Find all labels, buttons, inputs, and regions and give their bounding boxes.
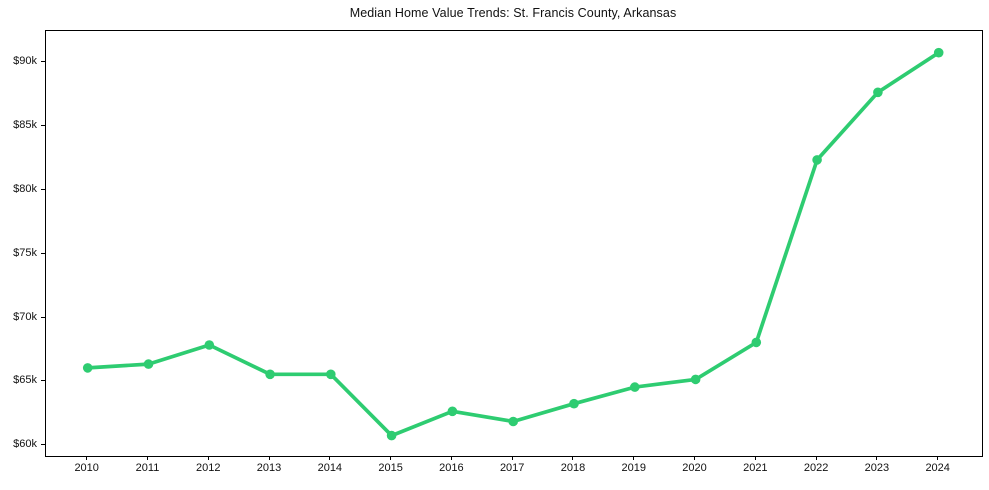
x-tick-mark — [390, 456, 392, 460]
y-tick-label: $65k — [13, 374, 37, 387]
x-tick-mark — [633, 456, 635, 460]
data-point-2023 — [873, 87, 883, 98]
x-tick-mark — [572, 456, 574, 460]
data-point-2020 — [690, 374, 701, 385]
x-tick-label: 2015 — [378, 462, 403, 474]
data-point-2019 — [630, 382, 640, 392]
x-tick-label: 2010 — [74, 462, 99, 474]
trend-line — [85, 50, 941, 438]
y-tick-label: $70k — [13, 310, 37, 323]
y-tick-mark — [41, 444, 45, 446]
x-tick-label: 2021 — [743, 462, 768, 474]
y-tick-mark — [41, 316, 45, 318]
x-tick-mark — [815, 456, 817, 460]
x-tick-label: 2012 — [196, 462, 221, 474]
data-point-2010 — [82, 363, 93, 373]
y-tick-label: $60k — [13, 438, 37, 451]
data-point-2018 — [569, 398, 579, 409]
data-point-2013 — [265, 369, 275, 380]
x-tick-mark — [937, 456, 939, 460]
y-tick-label: $85k — [13, 119, 37, 132]
x-tick-mark — [450, 456, 452, 460]
y-tick-mark — [41, 189, 45, 191]
x-tick-mark — [329, 456, 331, 460]
data-point-2015 — [386, 430, 397, 441]
x-tick-label: 2023 — [864, 462, 890, 474]
x-tick-mark — [694, 456, 696, 460]
line-series-canvas — [82, 47, 944, 441]
data-point-2024 — [933, 47, 944, 58]
x-tick-label: 2022 — [803, 462, 829, 474]
x-tick-label: 2019 — [621, 462, 646, 474]
chart-title: Median Home Value Trends: St. Francis Co… — [349, 6, 677, 20]
y-tick-label: $90k — [13, 55, 37, 68]
y-tick-mark — [41, 125, 45, 127]
x-tick-label: 2018 — [560, 462, 586, 474]
data-point-2012 — [204, 340, 215, 350]
y-tick-label: $80k — [13, 183, 37, 196]
x-tick-mark — [207, 456, 209, 460]
x-tick-mark — [754, 456, 756, 460]
y-tick-mark — [41, 252, 45, 254]
x-tick-mark — [86, 456, 88, 460]
y-tick-mark — [41, 61, 45, 63]
x-tick-label: 2014 — [317, 462, 343, 474]
x-tick-mark — [146, 456, 148, 460]
x-tick-label: 2020 — [682, 462, 707, 474]
data-point-2017 — [508, 416, 518, 427]
x-tick-label: 2011 — [135, 462, 160, 474]
x-tick-label: 2024 — [925, 462, 950, 474]
data-point-2021 — [751, 337, 762, 348]
x-tick-mark — [268, 456, 270, 460]
x-tick-mark — [876, 456, 878, 460]
x-tick-label: 2017 — [499, 462, 525, 474]
y-tick-mark — [41, 380, 45, 382]
x-tick-mark — [511, 456, 513, 460]
data-point-2011 — [143, 359, 154, 369]
y-tick-label: $75k — [13, 246, 37, 259]
plot-area — [45, 30, 983, 457]
data-point-2016 — [447, 406, 458, 417]
data-point-2014 — [326, 369, 336, 380]
x-tick-label: 2016 — [439, 462, 464, 474]
data-point-2022 — [812, 155, 822, 165]
x-tick-label: 2013 — [256, 462, 282, 474]
